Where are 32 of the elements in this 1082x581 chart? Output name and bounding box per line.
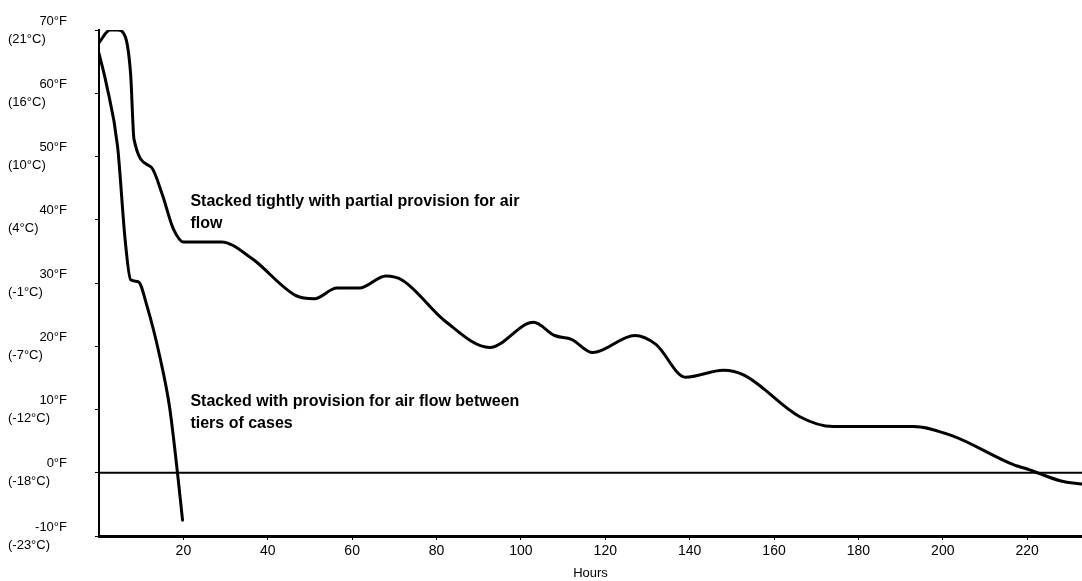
x-tick-label: 200 — [931, 542, 955, 559]
y2-tick-label: (-7°C) — [8, 346, 43, 362]
y2-tick-label: (21°C) — [8, 30, 46, 46]
x-tick-label: 220 — [1015, 542, 1040, 559]
x-tick-label: 80 — [428, 542, 445, 559]
y-tick-label: 40°F — [39, 202, 68, 218]
x-tick-label: 180 — [846, 542, 871, 559]
y2-tick-label: (4°C) — [8, 220, 39, 236]
x-tick-label: 60 — [344, 542, 361, 559]
y2-tick-label: (-1°C) — [8, 283, 43, 299]
y-tick-label: 20°F — [39, 328, 68, 344]
y-tick-label: 30°F — [39, 265, 68, 281]
y-tick-label: 60°F — [39, 75, 68, 91]
x-tick-label: 120 — [593, 542, 618, 559]
y2-tick-label: (16°C) — [8, 93, 46, 109]
x-tick-label: 160 — [762, 542, 786, 559]
y2-tick-label: (-23°C) — [8, 536, 51, 552]
y2-tick-label: (10°C) — [8, 157, 46, 173]
y2-tick-label: (-12°C) — [8, 410, 51, 426]
x-tick-label: 140 — [677, 542, 702, 559]
y-tick-label: 10°F — [39, 392, 68, 408]
y2-tick-label: (-18°C) — [8, 473, 51, 489]
y-tick-label: 50°F — [39, 139, 68, 155]
x-tick-label: 40 — [259, 542, 276, 559]
x-tick-label: 20 — [175, 542, 192, 559]
y-tick-label: 70°F — [39, 12, 68, 28]
y-tick-label: -10°F — [35, 518, 68, 534]
annotation: Stacked with provision for air flow between tiers of cases — [190, 392, 520, 432]
x-axis-title: Hours — [573, 564, 609, 580]
x-tick-label: 100 — [509, 542, 533, 559]
annotation: Stacked tightly with partial provision for air flow — [190, 192, 520, 232]
y-tick-label: 0°F — [46, 455, 68, 471]
